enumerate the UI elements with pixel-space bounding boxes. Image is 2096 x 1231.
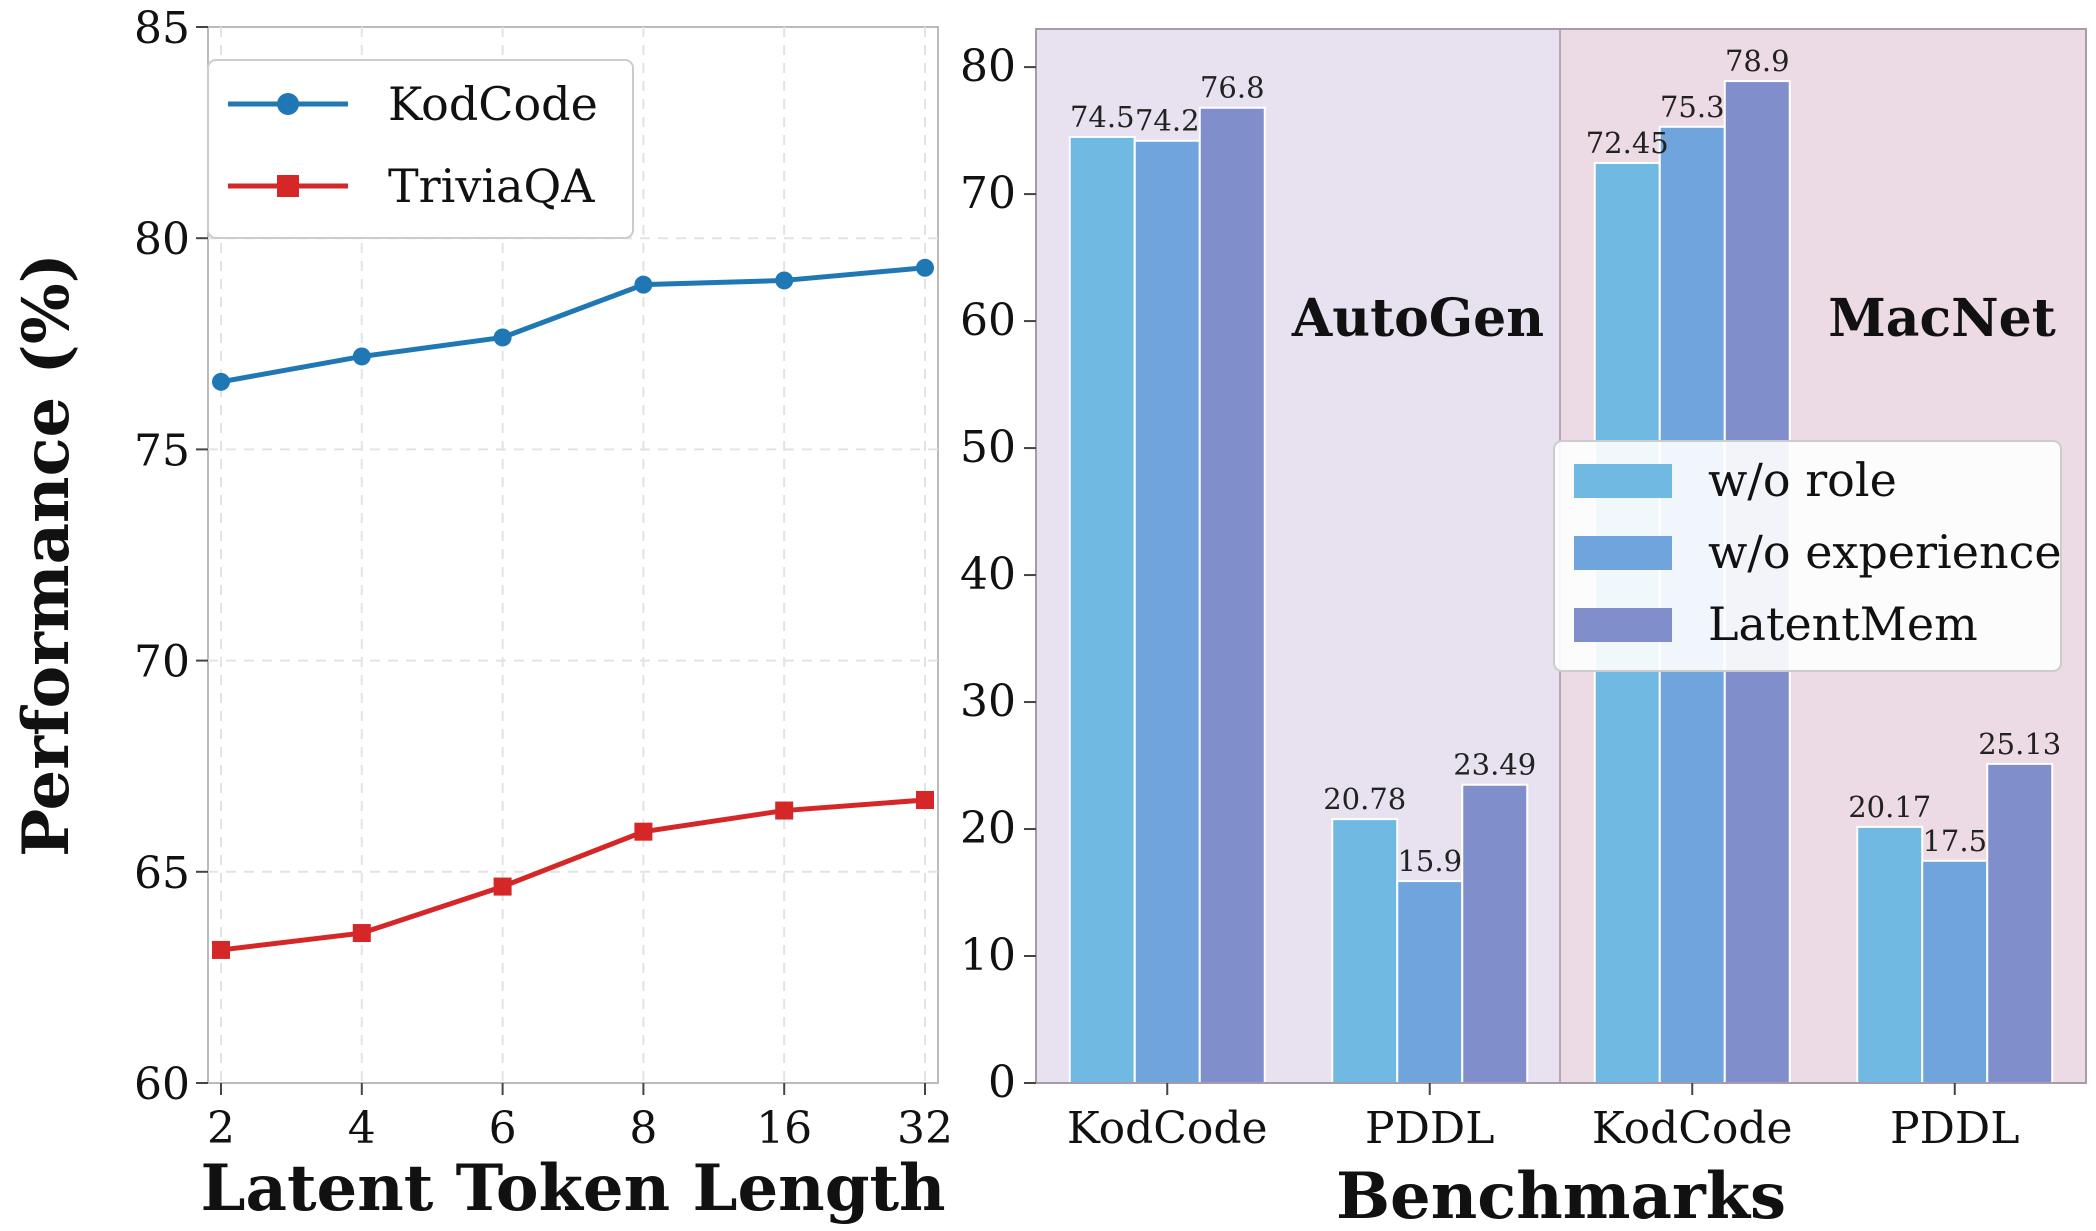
legend-kodcode-marker bbox=[277, 93, 299, 115]
point-kodcode bbox=[634, 275, 653, 294]
point-triviaqa bbox=[352, 924, 371, 943]
point-triviaqa bbox=[916, 790, 934, 809]
right-y-tick-label: 60 bbox=[960, 295, 1016, 346]
group-label-macnet: MacNet bbox=[1828, 288, 2056, 349]
left-y-tick-label: 65 bbox=[134, 848, 190, 899]
right-x-tick-label: KodCode bbox=[1067, 1103, 1268, 1154]
point-kodcode bbox=[352, 347, 371, 366]
bar-value-label: 75.3 bbox=[1660, 90, 1725, 124]
right-x-ticks: KodCode PDDL KodCode PDDL bbox=[1067, 1083, 2019, 1154]
point-kodcode bbox=[493, 328, 512, 347]
right-y-tick-label: 70 bbox=[960, 168, 1016, 219]
bar-value-label: 74.2 bbox=[1135, 104, 1200, 138]
line-triviaqa bbox=[220, 797, 926, 953]
bar-value-label: 72.45 bbox=[1586, 126, 1669, 160]
bar-w-o-role bbox=[1068, 135, 1136, 1084]
left-y-tick-label: 85 bbox=[134, 3, 190, 54]
point-triviaqa bbox=[634, 822, 653, 841]
right-y-ticks: 0 10 20 30 40 50 60 70 80 bbox=[960, 41, 1036, 1108]
bar-w-o-role bbox=[1331, 818, 1399, 1084]
right-y-tick-label: 80 bbox=[960, 41, 1016, 92]
legend-wo-experience-label: w/o experience bbox=[1708, 525, 2062, 579]
point-triviaqa bbox=[493, 877, 512, 896]
left-x-tick-label: 32 bbox=[897, 1103, 953, 1154]
point-triviaqa bbox=[775, 801, 794, 820]
left-x-ticks: 2 4 6 8 16 32 bbox=[207, 1083, 953, 1154]
bar-w-o-experience bbox=[1921, 859, 1989, 1084]
legend-triviaqa-label: TriviaQA bbox=[388, 159, 595, 213]
left-x-tick-label: 8 bbox=[629, 1103, 657, 1154]
line-kodcode bbox=[220, 265, 926, 385]
legend-latentmem-swatch bbox=[1574, 608, 1672, 642]
left-y-tick-label: 75 bbox=[134, 425, 190, 476]
right-y-tick-label: 50 bbox=[960, 422, 1016, 473]
left-x-tick-label: 4 bbox=[348, 1103, 376, 1154]
left-x-axis-title: Latent Token Length bbox=[200, 1151, 945, 1226]
left-series bbox=[212, 258, 934, 959]
left-legend: KodCode TriviaQA bbox=[207, 59, 634, 239]
bar-value-label: 15.9 bbox=[1397, 844, 1462, 878]
bar-value-label: 25.13 bbox=[1978, 727, 2061, 761]
bar-value-label: 17.5 bbox=[1922, 824, 1987, 858]
legend-latentmem-label: LatentMem bbox=[1708, 597, 1978, 651]
left-y-tick-label: 60 bbox=[134, 1059, 190, 1110]
legend-item-triviaqa: TriviaQA bbox=[228, 159, 595, 213]
right-plot-frame bbox=[1035, 28, 2087, 1084]
left-x-tick-label: 6 bbox=[489, 1103, 517, 1154]
point-kodcode bbox=[916, 258, 934, 277]
bar-value-labels: 74.5 20.78 72.45 20.17 74.2 15.9 75.3 17.5 76.8 2… bbox=[1070, 44, 2061, 878]
legend-kodcode-label: KodCode bbox=[388, 77, 598, 131]
bar-value-label: 74.5 bbox=[1070, 100, 1135, 134]
left-x-tick-label: 2 bbox=[207, 1103, 235, 1154]
right-x-tick-label: KodCode bbox=[1592, 1103, 1793, 1154]
bar-value-label: 20.17 bbox=[1848, 790, 1931, 824]
bar-value-label: 78.9 bbox=[1725, 44, 1790, 78]
bar-w-o-experience bbox=[1133, 139, 1201, 1085]
right-y-tick-label: 0 bbox=[988, 1057, 1016, 1108]
right-x-tick-label: PDDL bbox=[1890, 1103, 2019, 1154]
bar-value-label: 76.8 bbox=[1200, 71, 1265, 105]
legend-triviaqa-marker bbox=[277, 175, 299, 197]
point-triviaqa bbox=[212, 940, 230, 959]
point-kodcode bbox=[212, 372, 230, 391]
right-x-axis-title: Benchmarks bbox=[1336, 1159, 1786, 1231]
bar-w-o-experience bbox=[1396, 880, 1464, 1085]
left-line-chart: 60 65 70 75 80 85 2 4 6 8 16 32 Latent Token Lengt… bbox=[9, 3, 953, 1226]
point-kodcode bbox=[775, 271, 794, 290]
legend-item-wo-experience: w/o experience bbox=[1574, 525, 2062, 579]
right-legend: w/o role w/o experience LatentMem bbox=[1553, 440, 2062, 672]
legend-item-latentmem: LatentMem bbox=[1574, 597, 1978, 651]
left-y-tick-label: 80 bbox=[134, 214, 190, 265]
right-y-tick-label: 10 bbox=[960, 930, 1016, 981]
right-y-tick-label: 30 bbox=[960, 676, 1016, 727]
legend-item-kodcode: KodCode bbox=[228, 77, 598, 131]
left-x-tick-label: 16 bbox=[756, 1103, 812, 1154]
left-y-tick-label: 70 bbox=[134, 637, 190, 688]
left-y-ticks: 60 65 70 75 80 85 bbox=[134, 3, 208, 1110]
bar-w-o-role bbox=[1856, 825, 1924, 1084]
legend-item-wo-role: w/o role bbox=[1574, 453, 1897, 507]
right-y-tick-label: 20 bbox=[960, 803, 1016, 854]
right-bar-chart: 74.5 20.78 72.45 20.17 74.2 15.9 75.3 17.5 76.8 2… bbox=[960, 28, 2087, 1231]
bar-latentmem bbox=[1986, 762, 2054, 1084]
legend-wo-experience-swatch bbox=[1574, 536, 1672, 570]
left-y-axis-title: Performance (%) bbox=[9, 253, 84, 857]
bar-value-label: 20.78 bbox=[1323, 782, 1406, 816]
legend-wo-role-label: w/o role bbox=[1708, 453, 1897, 507]
right-x-tick-label: PDDL bbox=[1365, 1103, 1494, 1154]
right-legend-box bbox=[1553, 440, 2062, 672]
legend-wo-role-swatch bbox=[1574, 464, 1672, 498]
group-label-autogen: AutoGen bbox=[1291, 288, 1544, 349]
bar-latentmem bbox=[1198, 106, 1266, 1084]
right-y-tick-label: 40 bbox=[960, 549, 1016, 600]
bar-value-label: 23.49 bbox=[1453, 748, 1536, 782]
bar-latentmem bbox=[1461, 783, 1529, 1085]
